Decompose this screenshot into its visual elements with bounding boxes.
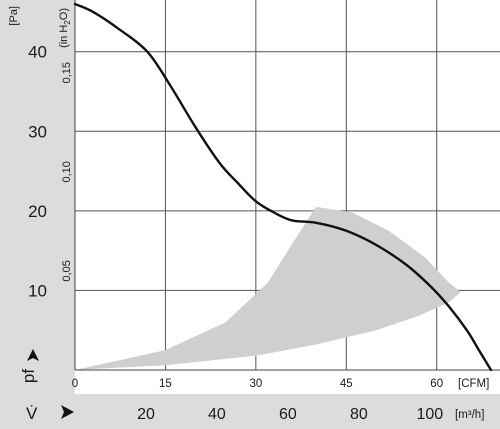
y2-axis-ticks: 0,05 0,10 0,15 — [61, 62, 73, 282]
x-tick-label: 45 — [340, 378, 353, 390]
flow-arrow-icon — [61, 405, 74, 419]
x-axis-ticks: 0 15 30 45 60 — [72, 378, 443, 390]
y-axis-ticks: 10 20 30 40 — [28, 43, 47, 301]
x-tick-label: 60 — [430, 378, 443, 390]
y2-tick-label: 0,15 — [61, 62, 73, 83]
flow-symbol: V̇ — [26, 404, 38, 423]
cfm-axis-strip — [75, 370, 500, 394]
x-tick-label: 30 — [249, 378, 262, 390]
left-axis-band — [0, 0, 75, 429]
pressure-arrow-icon — [27, 349, 39, 361]
pressure-flow-curve — [73, 2, 493, 372]
x-tick-label: 0 — [72, 378, 78, 390]
x2-axis-unit-label: [m³/h] — [455, 409, 484, 421]
y-axis-unit-label: [Pa] — [8, 6, 20, 26]
y-tick-label: 20 — [28, 202, 47, 221]
x2-tick-label: 60 — [279, 406, 297, 423]
y2-tick-label: 0,05 — [61, 260, 73, 281]
x-axis-unit-label: [CFM] — [458, 378, 489, 390]
y-tick-label: 30 — [28, 122, 47, 141]
pressure-symbol: pf — [19, 369, 38, 383]
y2-axis-unit-label: (in H2O) — [58, 8, 72, 48]
x2-tick-label: 20 — [137, 406, 155, 423]
x2-tick-label: 40 — [208, 406, 226, 423]
y2-tick-label: 0,10 — [61, 161, 73, 182]
operating-range-shading — [75, 206, 461, 370]
y-tick-label: 10 — [28, 281, 47, 300]
x-tick-label: 15 — [159, 378, 172, 390]
y-tick-label: 40 — [28, 43, 47, 62]
x2-tick-label: 100 — [416, 406, 443, 423]
x2-axis-ticks: 20 40 60 80 100 — [137, 406, 443, 423]
x2-tick-label: 80 — [350, 406, 368, 423]
